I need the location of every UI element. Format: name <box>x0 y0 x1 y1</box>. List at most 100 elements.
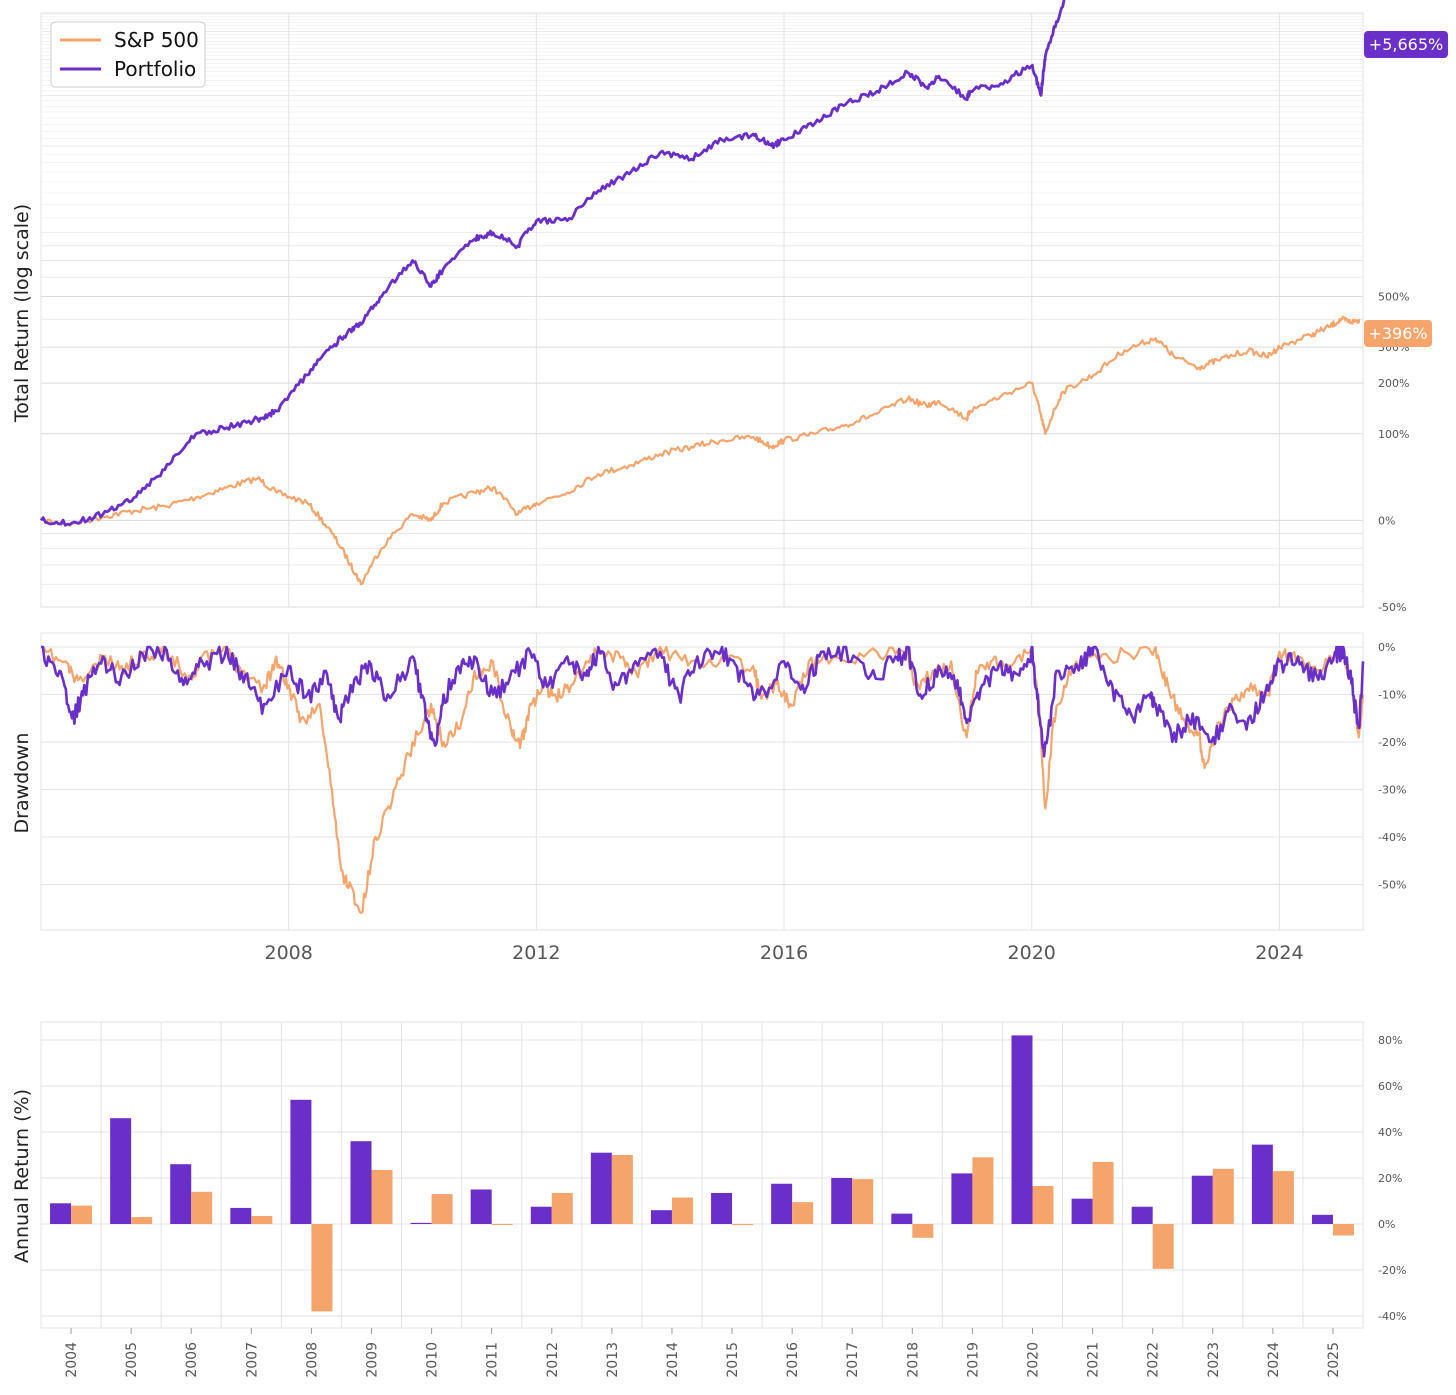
legend-box <box>50 21 206 88</box>
x-tick-label: 2024 <box>1255 942 1303 964</box>
portfolio-bar-2014 <box>650 1210 672 1224</box>
y-tick-label: 80% <box>1378 1034 1402 1047</box>
y-tick-label: 0% <box>1378 641 1395 654</box>
portfolio-bar-2004 <box>50 1203 72 1224</box>
sp500-bar-2012 <box>551 1192 573 1224</box>
sp500-end-label-text: +396% <box>1368 324 1427 343</box>
x-tick-label: 2022 <box>1146 1342 1162 1378</box>
x-tick-label: 2017 <box>845 1342 861 1378</box>
y-tick-label: 0% <box>1378 514 1395 527</box>
annual-return-x-ticks: 2004 2005 2006 2007 2008 2009 2010 2011 2012 2013… <box>64 1328 1342 1378</box>
sp500-bar-2010 <box>431 1194 453 1224</box>
x-tick-label: 2018 <box>905 1342 921 1378</box>
sp500-bar-2020 <box>1032 1186 1054 1224</box>
total-return-y-ticks: -50%0%100%200%300%500% <box>41 290 1409 614</box>
sp500-drawdown-line <box>41 645 1365 915</box>
portfolio-bar-2007 <box>230 1207 252 1224</box>
sp500-bar-2014 <box>671 1197 693 1224</box>
drawdown-panel: 0%-10%-20%-30%-40%-50% 2008 2012 2016 2020 2… <box>11 632 1406 964</box>
drawdown-y-axis-title: Drawdown <box>11 733 33 834</box>
sp500-bar-2007 <box>251 1215 273 1224</box>
drawdown-lines <box>41 645 1365 915</box>
sp500-bar-2023 <box>1212 1168 1234 1224</box>
x-tick-label: 2005 <box>124 1342 140 1378</box>
x-tick-label: 2008 <box>304 1342 320 1378</box>
x-tick-label: 2025 <box>1326 1342 1342 1378</box>
drawdown-plot-area <box>40 632 1364 931</box>
y-tick-label: -20% <box>1378 736 1406 749</box>
x-tick-label: 2012 <box>545 1342 561 1378</box>
portfolio-bar-2023 <box>1191 1175 1213 1224</box>
portfolio-drawdown-line <box>41 645 1365 758</box>
sp500-bar-2022 <box>1152 1224 1174 1269</box>
y-tick-label: -50% <box>1378 601 1406 614</box>
legend-label-sp500: S&P 500 <box>114 28 199 52</box>
x-tick-label: 2023 <box>1206 1342 1222 1378</box>
x-tick-label: 2019 <box>965 1342 981 1378</box>
portfolio-bar-2016 <box>771 1183 793 1224</box>
sp500-end-label: +396% <box>1364 320 1432 347</box>
y-tick-label: 40% <box>1378 1126 1402 1139</box>
portfolio-bar-2013 <box>590 1152 612 1224</box>
total-return-lines <box>39 0 1361 586</box>
portfolio-end-label: +5,665% <box>1364 31 1448 58</box>
sp500-bar-2011 <box>491 1224 513 1225</box>
x-tick-label: 2006 <box>184 1342 200 1378</box>
x-tick-label: 2011 <box>485 1342 501 1378</box>
y-tick-label: -40% <box>1378 831 1406 844</box>
portfolio-bar-2022 <box>1131 1206 1153 1224</box>
portfolio-bar-2015 <box>711 1192 733 1224</box>
portfolio-end-label-badge <box>1364 31 1448 58</box>
sp500-bar-2018 <box>912 1224 934 1238</box>
x-tick-label: 2013 <box>605 1342 621 1378</box>
x-tick-label: 2007 <box>244 1342 260 1378</box>
portfolio-bar-2011 <box>470 1189 492 1224</box>
sp500-bar-2009 <box>371 1169 393 1224</box>
y-tick-label: -10% <box>1378 689 1406 702</box>
y-tick-label: 100% <box>1378 428 1409 441</box>
y-tick-label: 0% <box>1378 1218 1395 1231</box>
legend-label-portfolio: Portfolio <box>114 57 196 81</box>
x-tick-label: 2014 <box>665 1342 681 1378</box>
portfolio-bar-2006 <box>170 1164 192 1224</box>
sp500-bar-2005 <box>131 1217 153 1224</box>
y-tick-label: 20% <box>1378 1172 1402 1185</box>
x-tick-label: 2009 <box>365 1342 381 1378</box>
y-tick-label: 500% <box>1378 290 1409 303</box>
portfolio-bar-2017 <box>831 1178 853 1224</box>
sp500-bar-2016 <box>792 1202 814 1224</box>
x-tick-label: 2024 <box>1266 1342 1282 1378</box>
x-tick-label: 2020 <box>1026 1342 1042 1378</box>
sp500-bar-2021 <box>1092 1161 1114 1224</box>
legend: S&P 500 Portfolio <box>50 21 206 88</box>
drawdown-gridlines <box>288 633 1280 930</box>
y-tick-label: -30% <box>1378 784 1406 797</box>
portfolio-bar-2010 <box>410 1222 432 1224</box>
sp500-end-label-badge <box>1364 320 1432 347</box>
x-tick-label: 2004 <box>64 1342 80 1378</box>
portfolio-end-label-text: +5,665% <box>1369 35 1443 54</box>
y-tick-label: 200% <box>1378 377 1409 390</box>
total-return-y-axis-title: Total Return (log scale) <box>11 204 33 423</box>
portfolio-bar-2020 <box>1011 1035 1033 1224</box>
sp500-bar-2015 <box>732 1224 754 1226</box>
x-tick-label: 2016 <box>760 942 808 964</box>
x-tick-label: 2021 <box>1086 1342 1102 1378</box>
sp500-bar-2008 <box>311 1224 333 1312</box>
sp500-bar-2017 <box>852 1179 874 1224</box>
x-tick-label: 2020 <box>1008 942 1056 964</box>
x-tick-label: 2015 <box>725 1342 741 1378</box>
annual-return-panel: 80%60%40%20%0%-20%-40% 2004 2005 2006 2007 2… <box>11 1021 1406 1378</box>
sp500-bar-2025 <box>1332 1224 1354 1236</box>
portfolio-bar-2025 <box>1311 1214 1333 1224</box>
portfolio-bar-2009 <box>350 1141 372 1224</box>
portfolio-total-return-line <box>39 0 1066 527</box>
x-tick-label: 2010 <box>425 1342 441 1378</box>
y-tick-label: 60% <box>1378 1080 1402 1093</box>
annual-return-y-axis-title: Annual Return (%) <box>11 1089 33 1263</box>
y-tick-label: -50% <box>1378 879 1406 892</box>
sp500-total-return-line <box>40 315 1361 586</box>
y-tick-label: -20% <box>1378 1264 1406 1277</box>
x-tick-label: 2008 <box>265 942 313 964</box>
